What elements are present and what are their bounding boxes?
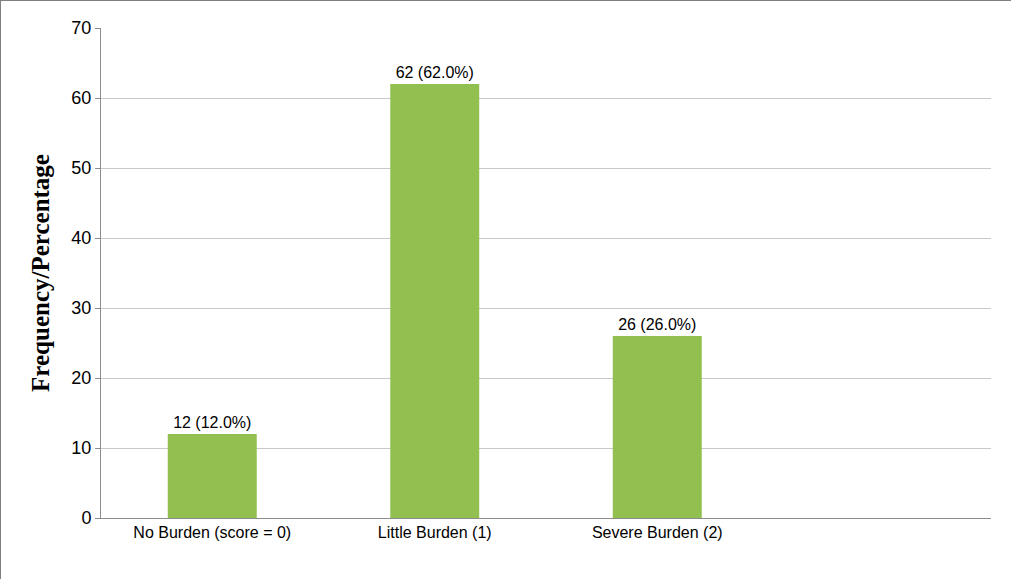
svg-text:Frequency/Percentage: Frequency/Percentage bbox=[27, 154, 54, 392]
svg-text:50: 50 bbox=[71, 158, 91, 178]
svg-text:Severe Burden (2): Severe Burden (2) bbox=[592, 524, 723, 541]
svg-text:20: 20 bbox=[71, 368, 91, 388]
svg-text:26 (26.0%): 26 (26.0%) bbox=[618, 316, 696, 333]
svg-text:40: 40 bbox=[71, 228, 91, 248]
svg-text:10: 10 bbox=[71, 438, 91, 458]
svg-text:12 (12.0%): 12 (12.0%) bbox=[173, 414, 251, 431]
svg-text:70: 70 bbox=[71, 18, 91, 38]
svg-text:30: 30 bbox=[71, 298, 91, 318]
svg-text:Little Burden (1): Little Burden (1) bbox=[378, 524, 492, 541]
svg-text:0: 0 bbox=[81, 508, 91, 528]
svg-text:62 (62.0%): 62 (62.0%) bbox=[396, 64, 474, 81]
svg-text:No Burden (score = 0): No Burden (score = 0) bbox=[133, 524, 291, 541]
svg-text:60: 60 bbox=[71, 88, 91, 108]
